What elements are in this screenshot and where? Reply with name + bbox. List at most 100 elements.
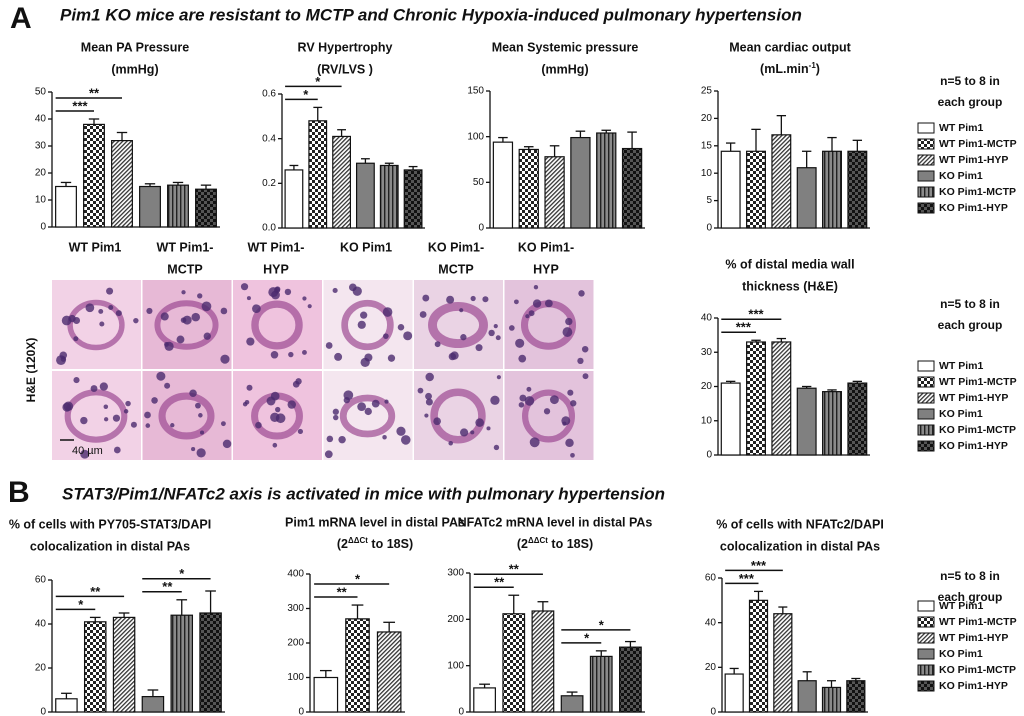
nucleus <box>288 351 294 358</box>
legend-label: WT Pim1 <box>939 360 983 372</box>
nucleus <box>85 303 95 313</box>
nucleus <box>519 394 527 402</box>
nucleus <box>160 312 169 321</box>
chart-title: Mean cardiac output <box>729 40 851 54</box>
chart-title: colocalization in distal PAs <box>720 539 880 553</box>
significance-label: * <box>78 597 84 612</box>
nucleus <box>562 327 573 337</box>
nucleus <box>246 384 253 391</box>
significance-label: * <box>315 74 321 89</box>
nucleus <box>146 307 153 314</box>
panel-title: Pim1 KO mice are resistant to MCTP and C… <box>60 5 802 24</box>
significance-label: ** <box>337 584 348 599</box>
image-column-label: WT Pim1- <box>157 240 214 254</box>
nucleus <box>181 290 186 295</box>
nucleus <box>151 397 158 404</box>
legend-label: KO Pim1 <box>939 408 983 420</box>
legend-note: n=5 to 8 in <box>940 297 1000 311</box>
legend-note: n=5 to 8 in <box>940 74 1000 88</box>
y-tick-label: 15 <box>701 140 713 151</box>
significance-label: * <box>599 617 605 632</box>
nucleus <box>448 352 457 361</box>
nucleus <box>103 417 109 422</box>
nucleus <box>99 382 108 391</box>
bar <box>308 120 328 229</box>
nucleus <box>482 296 489 303</box>
legend-label: WT Pim1-MCTP <box>939 138 1017 150</box>
nucleus <box>287 400 296 409</box>
legend-note: each group <box>938 95 1003 109</box>
significance-label: ** <box>89 85 100 100</box>
bar <box>748 599 769 713</box>
nucleus <box>382 307 393 317</box>
nucleus <box>103 404 109 410</box>
y-tick-label: 150 <box>467 86 484 97</box>
legend-swatch <box>917 632 935 644</box>
nucleus <box>302 350 307 355</box>
nucleus <box>565 438 574 448</box>
nucleus <box>544 299 553 308</box>
nucleus <box>417 387 424 394</box>
nucleus <box>526 386 532 392</box>
y-tick-label: 0.0 <box>262 223 276 234</box>
chart-title: (2ΔΔCt to 18S) <box>337 536 413 552</box>
nucleus <box>115 310 122 317</box>
legend-swatch <box>917 202 935 214</box>
nucleus <box>493 444 500 451</box>
y-tick-label: 60 <box>35 575 47 586</box>
legend-label: KO Pim1-MCTP <box>939 186 1016 198</box>
bar <box>847 382 868 456</box>
y-tick-label: 100 <box>467 131 484 142</box>
nucleus <box>270 412 280 422</box>
bar <box>796 167 817 229</box>
y-tick-label: 40 <box>701 313 713 324</box>
bar <box>570 136 591 229</box>
nucleus <box>130 421 137 428</box>
nucleus <box>513 299 519 305</box>
bar <box>141 695 165 713</box>
nucleus <box>459 308 464 313</box>
nucleus <box>357 320 366 329</box>
bar <box>544 156 565 229</box>
nucleus <box>198 413 203 418</box>
legend-swatch <box>917 600 935 612</box>
nucleus <box>582 373 589 380</box>
significance-label: *** <box>736 320 752 335</box>
bar <box>589 655 613 713</box>
vessel <box>430 388 486 444</box>
significance-label: ** <box>90 584 101 599</box>
nucleus <box>244 399 250 405</box>
title-part: to 18S) <box>548 537 593 551</box>
bar <box>746 341 766 456</box>
y-tick-label: 30 <box>701 347 713 358</box>
legend-swatch <box>917 170 935 182</box>
chart-title: (mmHg) <box>541 62 588 76</box>
y-tick-label: 0 <box>298 707 304 716</box>
nucleus <box>529 437 540 448</box>
bar <box>139 185 161 228</box>
y-tick-label: 40 <box>35 114 47 125</box>
scale-bar-label: 40 µm <box>72 445 103 457</box>
nucleus <box>270 351 279 359</box>
legend-label: KO Pim1-HYP <box>939 440 1008 452</box>
histology-image <box>504 371 594 460</box>
legend-note: n=5 to 8 in <box>940 569 1000 583</box>
nucleus <box>570 452 575 458</box>
legend-label: WT Pim1-MCTP <box>939 616 1017 628</box>
nucleus <box>73 377 80 384</box>
title-part: (2 <box>517 537 528 551</box>
nucleus <box>448 440 453 446</box>
y-tick-label: 50 <box>473 177 485 188</box>
significance-label: ** <box>509 562 520 577</box>
nucleus <box>220 354 230 364</box>
legend-label: KO Pim1-MCTP <box>939 424 1016 436</box>
y-tick-label: 300 <box>447 568 464 579</box>
nucleus <box>396 426 406 436</box>
bar <box>846 680 866 713</box>
nucleus <box>191 447 196 452</box>
bar <box>771 341 792 456</box>
nucleus <box>403 331 413 341</box>
nucleus <box>567 389 574 396</box>
